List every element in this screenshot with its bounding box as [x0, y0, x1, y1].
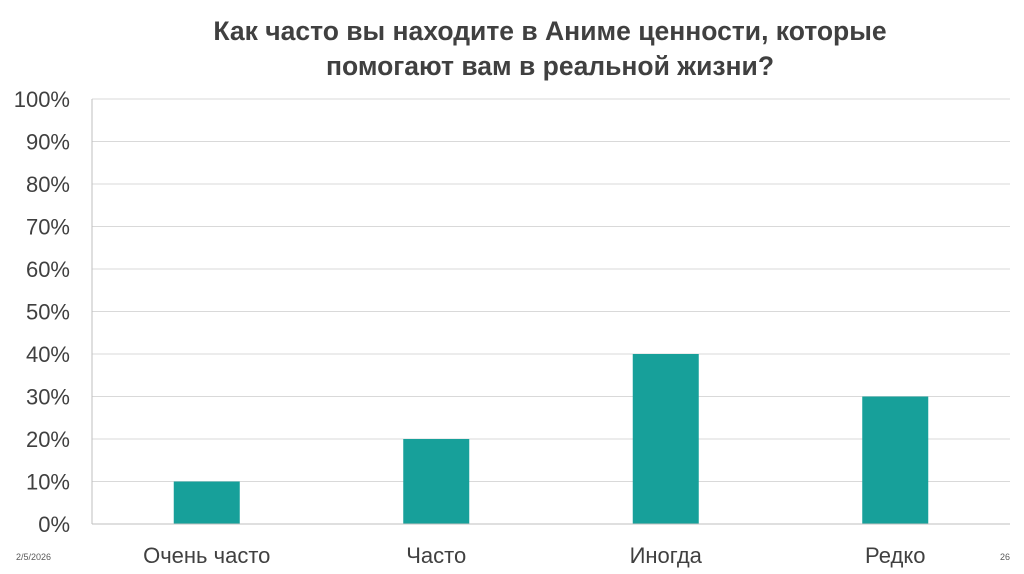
gridlines: [92, 98, 1010, 482]
slide-page-number: 26: [999, 552, 1010, 562]
x-tick-label: Иногда: [630, 543, 703, 568]
bar: [173, 481, 240, 524]
y-tick-label: 20%: [26, 427, 70, 452]
y-tick-label: 0%: [38, 512, 70, 537]
y-axis-tick-labels: 0% 10% 20% 30% 40% 50% 60% 70% 80% 90% 100%: [14, 87, 70, 537]
y-tick-label: 80%: [26, 172, 70, 197]
y-tick-label: 70%: [26, 215, 70, 240]
y-tick-label: 10%: [26, 470, 70, 495]
chart-title: Как часто вы находите в Аниме ценности, …: [90, 14, 1010, 84]
slide-date: 2/5/2026: [16, 552, 52, 562]
bar: [632, 354, 699, 524]
y-tick-label: 30%: [26, 385, 70, 410]
bars: [173, 354, 929, 524]
x-axis-tick-labels: Очень часто Часто Иногда Редко: [143, 543, 925, 568]
chart-title-line-2: помогают вам в реальной жизни?: [325, 51, 775, 81]
x-tick-label: Очень часто: [143, 543, 270, 568]
x-tick-label: Часто: [406, 543, 466, 568]
y-tick-label: 90%: [26, 130, 70, 155]
y-tick-label: 50%: [26, 300, 70, 325]
y-tick-label: 100%: [14, 87, 70, 112]
y-tick-label: 40%: [26, 342, 70, 367]
y-tick-label: 60%: [26, 257, 70, 282]
axes: [91, 99, 1010, 525]
chart-title-line-1: Как часто вы находите в Аниме ценности, …: [213, 16, 887, 46]
bar: [862, 396, 929, 524]
x-tick-label: Редко: [865, 543, 925, 568]
bar: [403, 439, 470, 524]
